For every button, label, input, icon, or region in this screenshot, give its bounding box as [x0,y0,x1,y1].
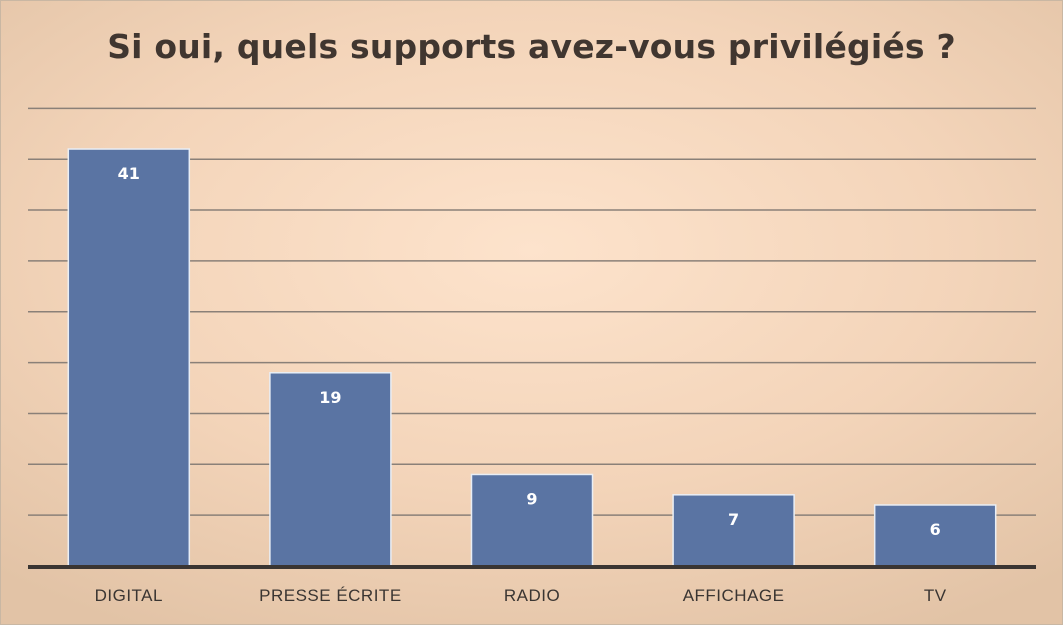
bar [873,504,997,567]
category-label: AFFICHAGE [683,586,785,605]
category-label: PRESSE ÉCRITE [259,586,402,605]
bar [470,473,594,567]
category-label: RADIO [504,586,560,605]
bar-value-label: 9 [526,489,537,508]
bar-value-label: 7 [728,510,739,529]
bar-series: 41 19 9 7 6 [67,148,997,567]
gridlines [28,107,1036,516]
bar-value-label: 41 [118,164,140,183]
category-labels: DIGITAL PRESSE ÉCRITE RADIO AFFICHAGE TV [95,586,947,605]
bar-value-label: 19 [319,388,341,407]
category-label: DIGITAL [95,586,163,605]
bar-value-label: 6 [930,520,941,539]
bar [269,372,392,567]
bar [672,494,795,567]
chart-title: Si oui, quels supports avez-vous privilé… [107,27,956,66]
category-label: TV [924,586,947,605]
bar [67,148,191,567]
